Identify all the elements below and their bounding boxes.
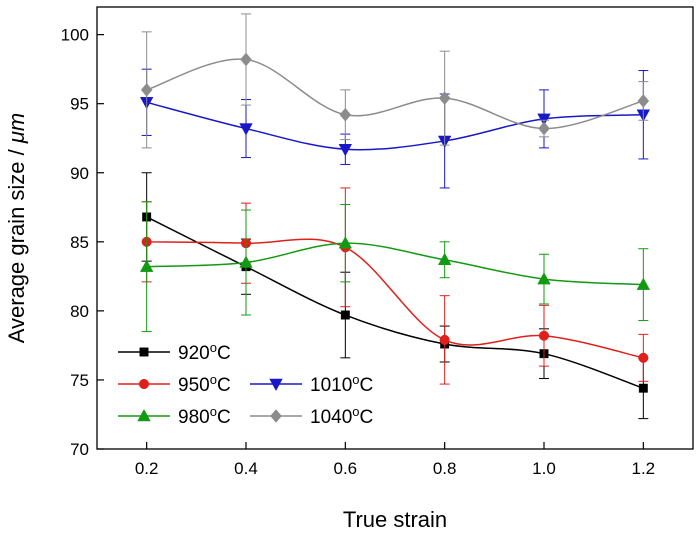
series-line — [146, 238, 644, 359]
data-point — [239, 123, 253, 136]
x-tick-label: 0.6 — [334, 459, 358, 478]
legend-marker — [137, 408, 151, 422]
data-point — [239, 255, 253, 268]
data-point — [637, 94, 650, 108]
y-tick-label: 75 — [70, 371, 89, 390]
data-point — [338, 236, 353, 249]
legend-marker — [270, 409, 282, 423]
legend-label: 920oC — [178, 340, 231, 364]
data-point — [638, 383, 648, 393]
series-1010 — [139, 68, 651, 189]
legend: 920oC 950oC 980oC 1010oC 1040oC — [118, 340, 373, 428]
legend-label: 1040oC — [310, 404, 373, 428]
x-axis-title: True strain — [343, 507, 447, 532]
legend-marker — [138, 378, 150, 390]
legend-item-1010: 1010oC — [250, 372, 373, 396]
series-layer — [139, 13, 651, 420]
y-axis: 70 75 80 85 90 95 100 — [61, 26, 104, 459]
series-line — [146, 242, 644, 286]
plot-frame — [96, 6, 694, 450]
data-point — [140, 82, 153, 97]
y-axis-title: Average grain size / μm — [4, 113, 29, 344]
y-axis-title-text: Average grain size / — [4, 143, 29, 343]
data-point — [338, 144, 353, 157]
legend-item-1040: 1040oC — [250, 404, 373, 428]
y-axis-title-unit: μm — [4, 113, 29, 144]
legend-marker — [139, 347, 149, 357]
data-point — [139, 259, 154, 272]
legend-item-950: 950oC — [118, 372, 231, 396]
data-point — [538, 330, 550, 341]
series-line — [146, 58, 644, 130]
data-point — [636, 277, 651, 290]
legend-label: 1010oC — [310, 372, 373, 396]
y-tick-label: 100 — [61, 26, 89, 45]
data-point — [340, 310, 350, 320]
y-tick-label: 80 — [70, 302, 89, 321]
data-point — [537, 272, 551, 285]
data-point — [438, 91, 451, 106]
data-point — [439, 334, 450, 345]
x-tick-label: 1.0 — [532, 459, 556, 478]
legend-item-980: 980oC — [118, 404, 231, 428]
legend-item-920: 920oC — [118, 340, 231, 364]
y-tick-label: 85 — [70, 233, 89, 252]
data-point — [240, 52, 252, 67]
legend-label: 980oC — [178, 404, 231, 428]
data-point — [638, 352, 649, 363]
data-point — [537, 113, 551, 126]
data-point — [538, 121, 550, 136]
x-tick-label: 0.8 — [433, 459, 457, 478]
x-tick-label: 0.2 — [135, 459, 159, 478]
y-tick-label: 70 — [70, 440, 89, 459]
y-tick-label: 90 — [70, 164, 89, 183]
x-tick-label: 1.2 — [632, 459, 656, 478]
series-line — [146, 216, 644, 389]
legend-label: 950oC — [178, 372, 231, 396]
series-1040 — [140, 13, 650, 149]
x-axis: 0.2 0.4 0.6 0.8 1.0 1.2 — [135, 442, 655, 478]
y-tick-label: 95 — [70, 95, 89, 114]
data-point — [437, 252, 452, 266]
data-point — [339, 107, 352, 122]
series-980 — [139, 201, 651, 333]
x-tick-label: 0.4 — [234, 459, 258, 478]
legend-marker — [269, 378, 283, 392]
